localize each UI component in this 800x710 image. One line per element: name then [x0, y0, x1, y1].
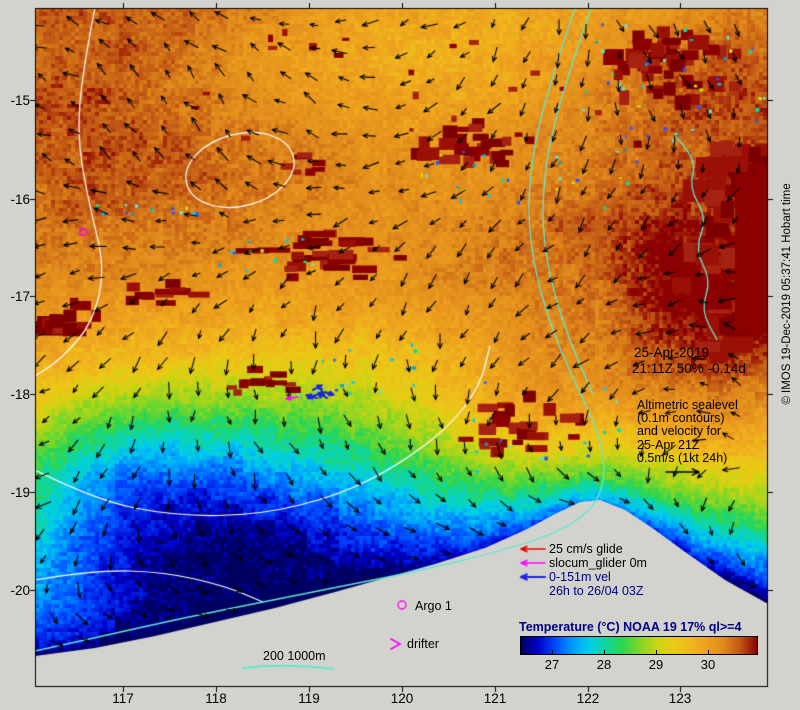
y-axis-label: -18 [10, 387, 30, 402]
copyright-text: © IMOS 19-Dec-2019 05:37:41 Hobart time [781, 183, 793, 405]
y-axis-label: -20 [10, 583, 30, 598]
y-axis-label: -19 [10, 485, 30, 500]
y-axis-label: -15 [10, 93, 30, 108]
sst-velocity-map [27, 0, 776, 695]
y-axis-label: -16 [10, 192, 30, 207]
y-axis-label: -17 [10, 289, 30, 304]
